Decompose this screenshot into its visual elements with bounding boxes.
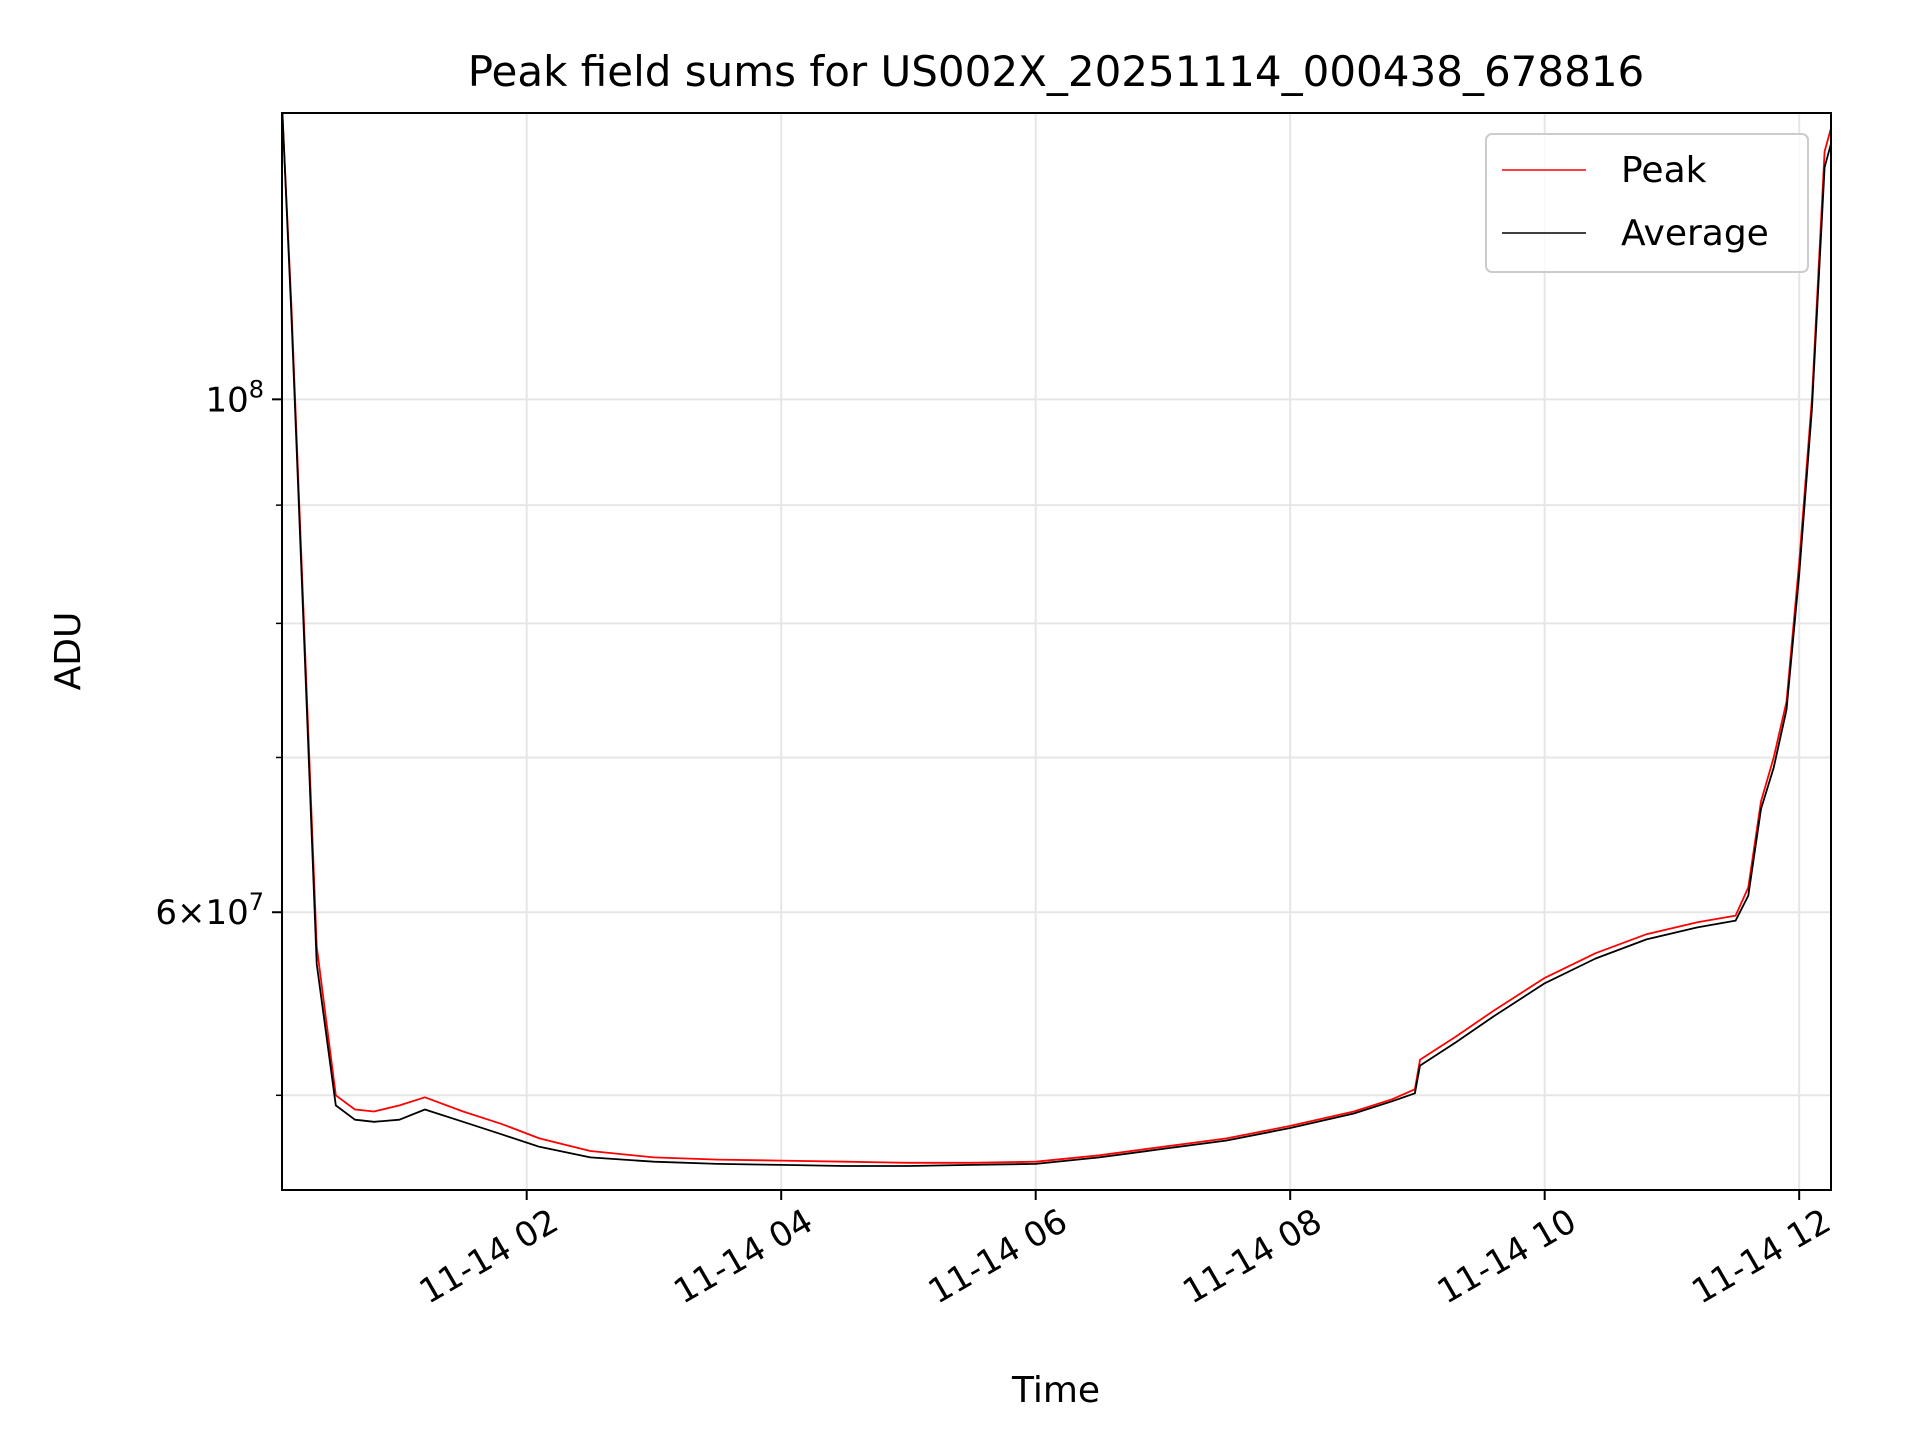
series-layer — [281, 112, 1832, 1167]
y-tick-label: 108 — [205, 375, 264, 420]
x-axis-label: Time — [1011, 1370, 1100, 1411]
legend-label-peak: Peak — [1621, 150, 1707, 191]
series-line-average — [281, 112, 1832, 1167]
plot-frame — [281, 112, 1832, 1191]
grid — [282, 113, 1831, 1190]
legend-box — [1485, 133, 1809, 273]
chart-title: Peak field sums for US002X_20251114_0004… — [468, 47, 1645, 96]
series-line-peak — [281, 112, 1832, 1164]
y-tick-label: 6×107 — [155, 888, 264, 933]
y-axis-label: ADU — [48, 612, 89, 691]
legend: Peak Average — [1485, 133, 1809, 273]
legend-label-average: Average — [1621, 213, 1769, 254]
